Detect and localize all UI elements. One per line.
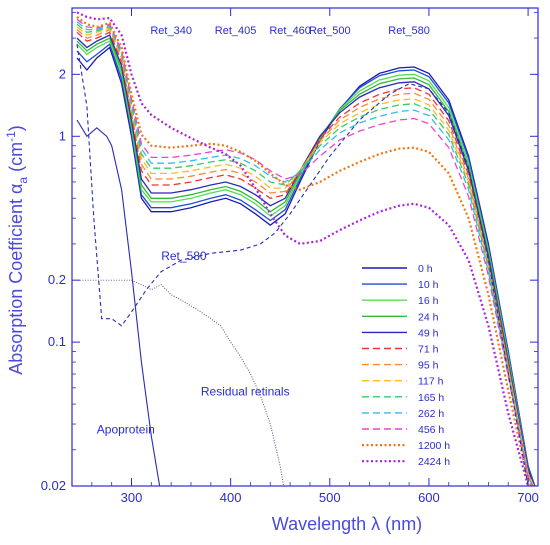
legend-label: 95 h — [418, 360, 439, 372]
y-tick-label: 0.1 — [48, 334, 66, 349]
y-axis-title-main: Absorption Coefficient α — [6, 184, 26, 375]
series-line-10h — [76, 43, 536, 486]
series-line-2424h — [76, 11, 530, 486]
y-axis-title-close: ) — [6, 125, 26, 131]
legend-label: 10 h — [418, 279, 439, 291]
series-line-71h — [76, 31, 535, 486]
x-tick-label: 300 — [121, 490, 143, 505]
annotations-layer: Ret_580 Residual retinals Apoprotein — [97, 249, 290, 436]
series-line-16h — [76, 40, 536, 486]
x-axis-title: Wavelength λ (nm) — [272, 514, 422, 534]
series-line-456h — [76, 18, 534, 486]
legend-label: 117 h — [418, 376, 444, 388]
annotation-residual-retinals: Residual retinals — [201, 385, 290, 399]
y-tick-label: 1 — [59, 128, 66, 143]
curves-layer — [76, 11, 536, 486]
component-spectrum-apoprotein — [76, 119, 161, 486]
series-line-262h — [76, 21, 534, 486]
legend-label: 1200 h — [418, 440, 450, 452]
legend-label: 2424 h — [418, 456, 450, 468]
annotation-apoprotein: Apoprotein — [97, 422, 155, 436]
x-tick-label: 500 — [319, 490, 341, 505]
legend-label: 49 h — [418, 327, 439, 339]
retinal-marker-ret-580: Ret_580 — [388, 25, 430, 37]
y-axis-title-exponent: -1 — [4, 131, 18, 142]
retinal-marker-ret-340: Ret_340 — [150, 25, 192, 37]
y-tick-label: 0.2 — [48, 272, 66, 287]
axes-layer — [71, 7, 539, 487]
series-line-1200h — [76, 16, 533, 486]
retinal-marker-ret-500: Ret_500 — [309, 25, 351, 37]
plot-frame — [71, 7, 539, 487]
x-tick-label: 400 — [220, 490, 242, 505]
legend-label: 165 h — [418, 392, 444, 404]
series-line-165h — [76, 23, 534, 486]
component-spectrum-ret-580 — [76, 44, 529, 486]
y-axis-title-unit: (cm — [6, 142, 26, 177]
y-axis-title-subscript: a — [16, 177, 30, 184]
legend-label: 0 h — [418, 263, 433, 275]
component-spectra-layer — [72, 44, 529, 486]
legend-label: 71 h — [418, 344, 439, 356]
x-tick-label: 600 — [418, 490, 440, 505]
retinal-marker-ret-405: Ret_405 — [215, 25, 257, 37]
y-tick-label: 0.02 — [41, 478, 66, 493]
x-tick-label: 700 — [517, 490, 539, 505]
annotation-ret-580: Ret_580 — [161, 249, 207, 263]
legend-label: 262 h — [418, 408, 444, 420]
legend-label: 24 h — [418, 311, 439, 323]
y-axis-title: Absorption Coefficient αa (cm-1) — [4, 125, 30, 375]
series-line-0h — [76, 46, 536, 486]
retinal-marker-ret-460: Ret_460 — [269, 25, 311, 37]
legend-label: 456 h — [418, 424, 444, 436]
y-tick-label: 2 — [59, 66, 66, 81]
legend: 0 h 10 h 16 h 24 h 49 h 71 h 95 h 117 h 165 h 262… — [362, 263, 450, 468]
ticks-layer: 300 400 500 600 700 0.02 0.1 0.2 1 2 — [41, 8, 539, 505]
component-spectrum-residual-retinals — [131, 279, 285, 486]
series-line-49h — [76, 34, 536, 486]
legend-label: 16 h — [418, 295, 439, 307]
